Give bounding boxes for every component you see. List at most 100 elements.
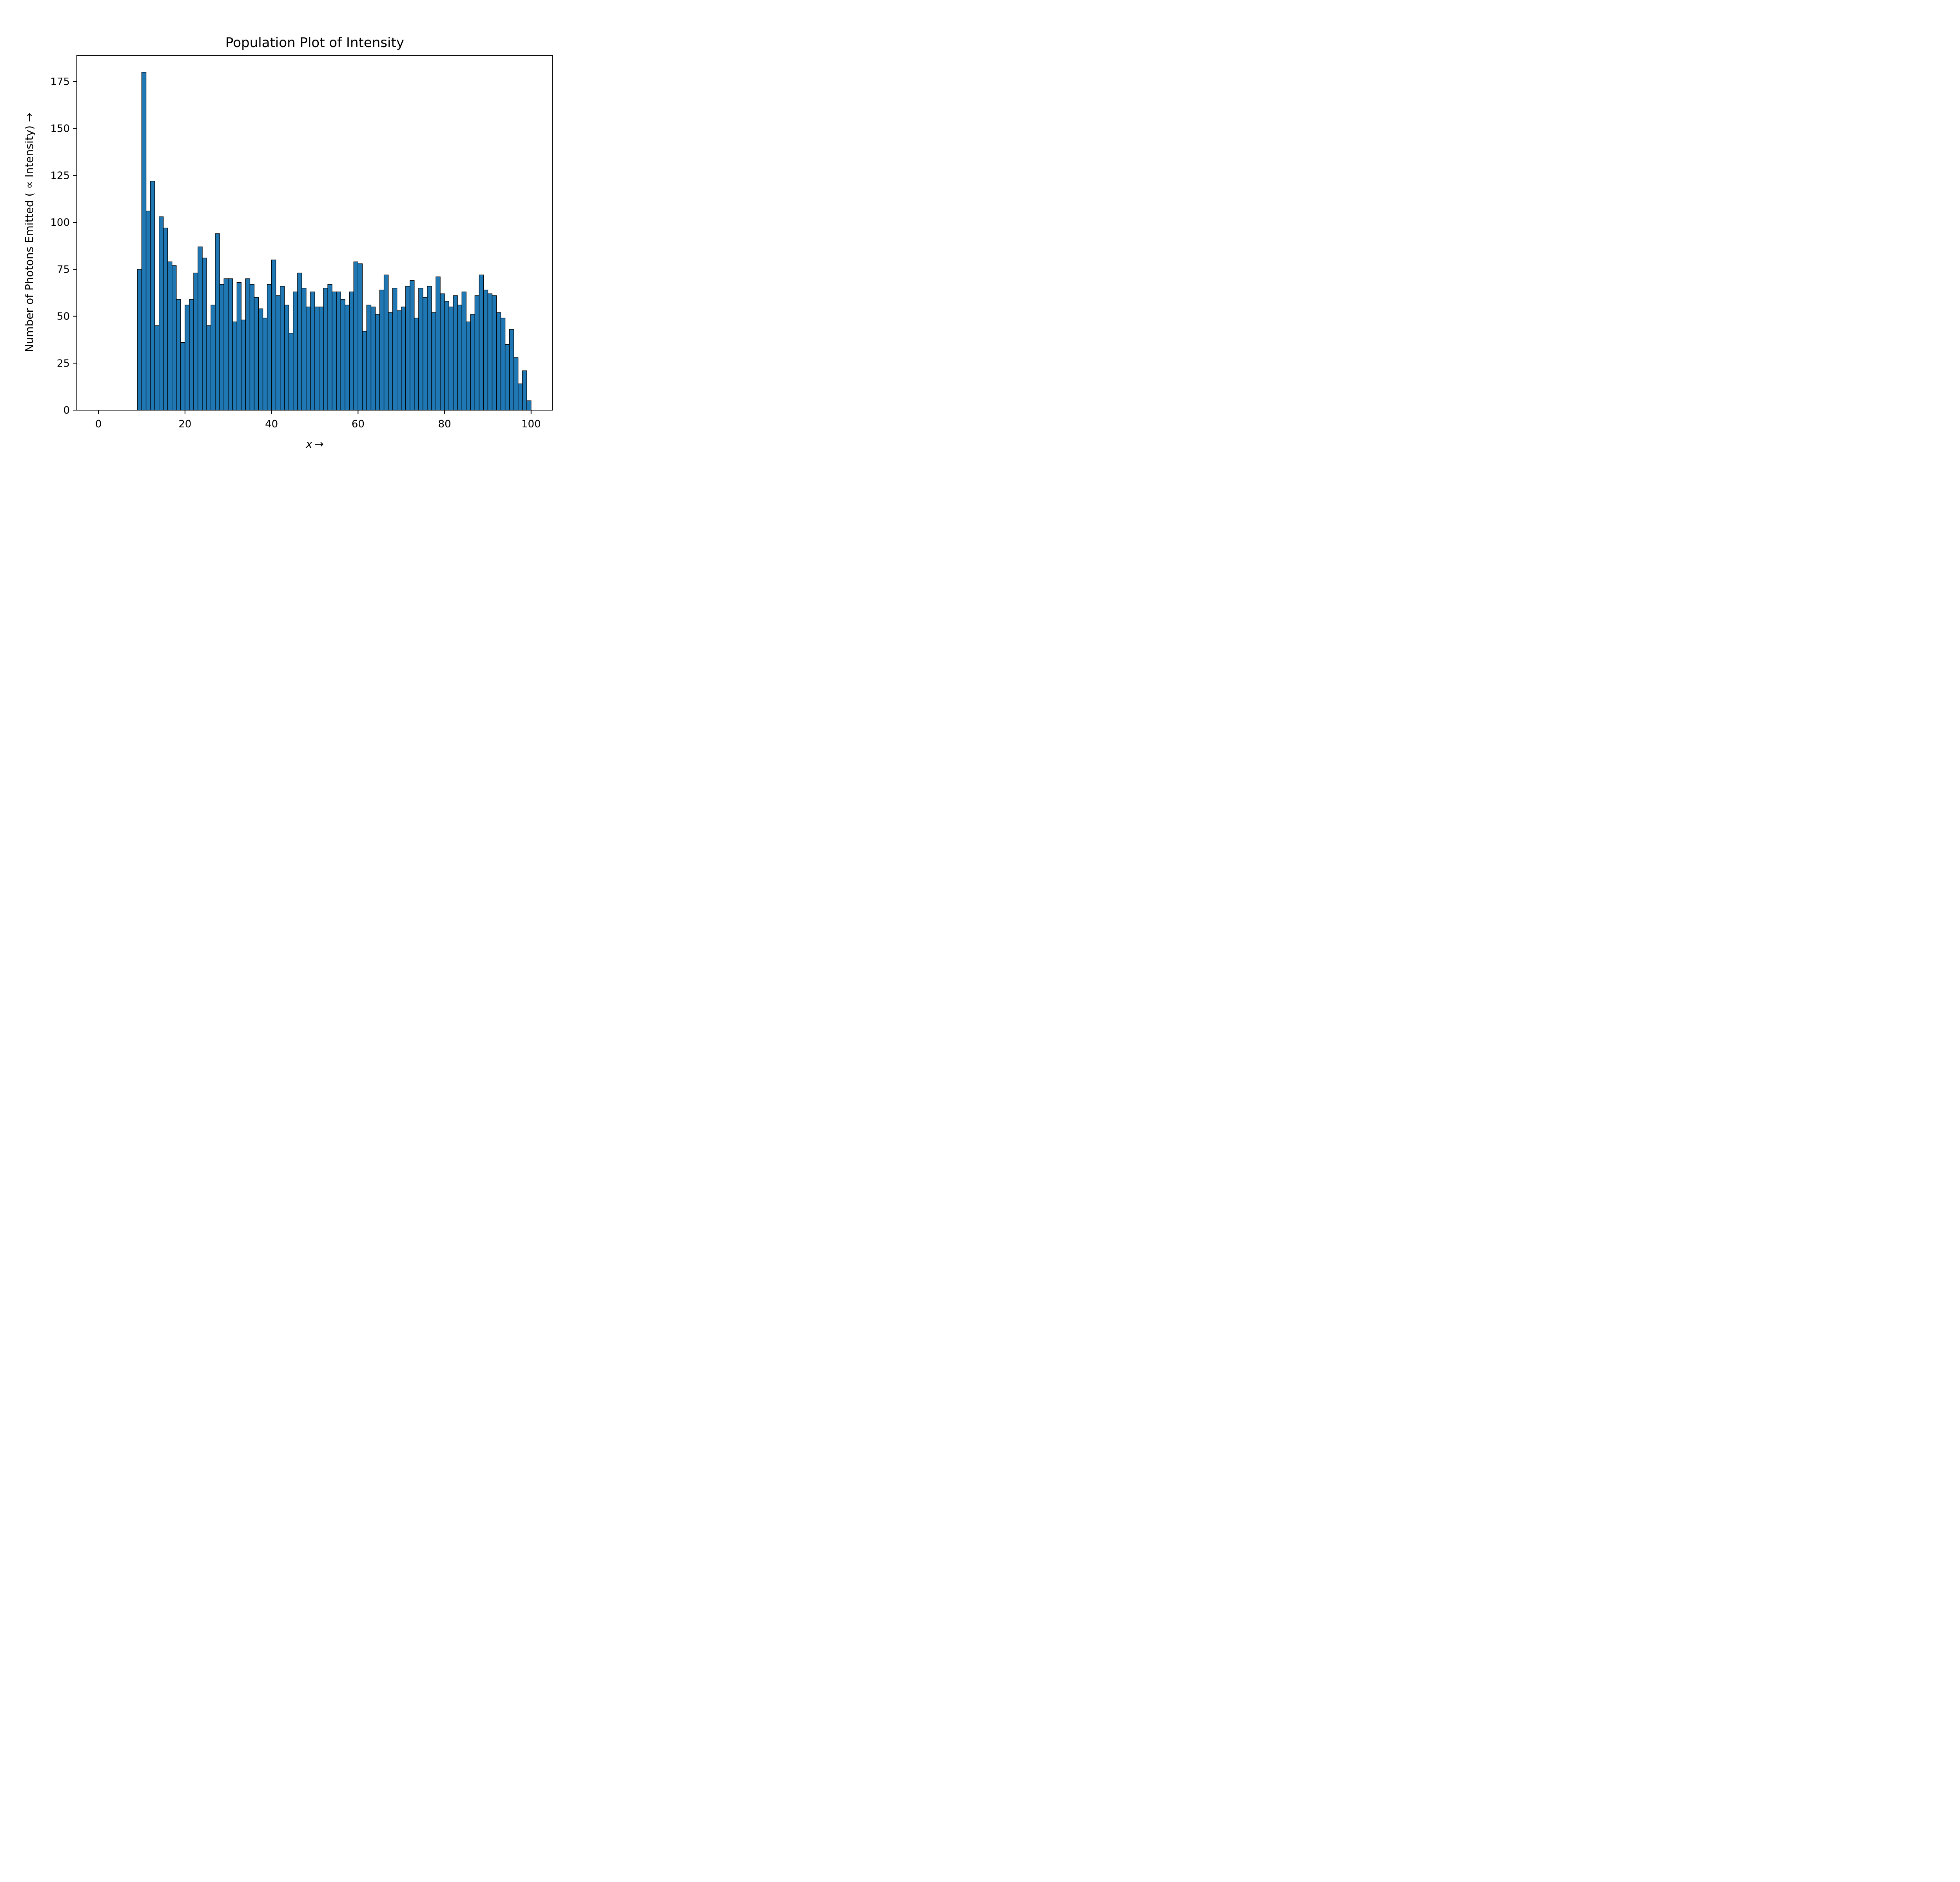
histogram-bar bbox=[414, 318, 419, 411]
histogram-bar bbox=[223, 278, 229, 411]
histogram-bar bbox=[431, 312, 436, 411]
histogram-bar bbox=[215, 233, 220, 411]
histogram-bar bbox=[479, 274, 484, 411]
histogram-bar bbox=[444, 301, 449, 411]
histogram-bar bbox=[470, 314, 475, 411]
histogram-bar bbox=[189, 299, 194, 411]
histogram-bar bbox=[323, 288, 328, 411]
histogram-bar bbox=[466, 322, 471, 411]
histogram-bar bbox=[353, 262, 359, 411]
histogram-bar bbox=[340, 299, 345, 411]
histogram-bar bbox=[254, 297, 259, 411]
histogram-bar bbox=[405, 286, 410, 411]
histogram-bar bbox=[332, 291, 337, 411]
histogram-bar bbox=[388, 312, 393, 411]
histogram-bar bbox=[427, 286, 432, 411]
histogram-bar bbox=[345, 305, 350, 411]
histogram-bar bbox=[180, 342, 185, 411]
histogram-bar bbox=[418, 288, 423, 411]
x-tick-label: 80 bbox=[438, 418, 451, 430]
histogram-bar bbox=[236, 282, 242, 411]
y-tick-label: 150 bbox=[50, 123, 70, 135]
histogram-bar bbox=[185, 305, 190, 411]
x-tick-label: 100 bbox=[521, 418, 541, 430]
histogram-bar bbox=[228, 278, 233, 411]
histogram-bar bbox=[241, 320, 246, 411]
histogram-bar bbox=[271, 260, 276, 411]
histogram-bar bbox=[522, 370, 527, 411]
x-axis-label: x → bbox=[305, 438, 324, 451]
histogram-bar bbox=[500, 318, 506, 411]
histogram-bar bbox=[362, 331, 367, 411]
histogram-bar bbox=[383, 274, 389, 411]
histogram-bar bbox=[172, 265, 177, 411]
histogram-bar bbox=[276, 295, 281, 411]
figure: Population Plot of Intensity 0 20 40 60 80 10… bbox=[0, 0, 606, 455]
histogram-bar bbox=[514, 357, 519, 411]
histogram-bar bbox=[336, 291, 341, 411]
histogram-bar bbox=[163, 227, 168, 411]
histogram-bar bbox=[289, 333, 294, 411]
y-tick-label: 175 bbox=[50, 76, 70, 88]
x-tick-label: 60 bbox=[352, 418, 365, 430]
histogram-bar bbox=[518, 383, 523, 411]
histogram-bar bbox=[202, 258, 207, 411]
histogram-bar bbox=[366, 305, 372, 411]
histogram-bar bbox=[310, 291, 315, 411]
x-tick-label: 40 bbox=[265, 418, 278, 430]
histogram-bar bbox=[211, 305, 216, 411]
y-tick-label: 100 bbox=[50, 217, 70, 229]
histogram-bar bbox=[370, 306, 376, 411]
plot-frame bbox=[76, 55, 553, 411]
histogram-bar bbox=[206, 325, 211, 411]
histogram-bar bbox=[219, 284, 224, 411]
histogram-bar bbox=[167, 262, 172, 411]
histogram-bar bbox=[453, 295, 458, 411]
histogram-bar bbox=[232, 322, 237, 411]
y-tick-label: 25 bbox=[57, 358, 70, 369]
histogram-bar bbox=[306, 306, 311, 411]
histogram-bar bbox=[496, 312, 501, 411]
histogram-bar bbox=[492, 295, 497, 411]
histogram-bar bbox=[145, 211, 151, 411]
histogram-bar bbox=[314, 306, 319, 411]
histogram-bar bbox=[457, 305, 462, 411]
histogram-bar bbox=[293, 291, 298, 411]
y-tick-label: 0 bbox=[63, 405, 70, 416]
chart-title: Population Plot of Intensity bbox=[225, 35, 404, 51]
histogram-bar bbox=[401, 306, 406, 411]
histogram-bar bbox=[245, 278, 250, 411]
histogram-bar bbox=[159, 216, 164, 411]
histogram-bar bbox=[280, 286, 285, 411]
histogram-bar bbox=[375, 314, 380, 411]
histogram-bar bbox=[461, 291, 466, 411]
histogram-bar bbox=[509, 329, 514, 411]
histogram-bar bbox=[440, 293, 445, 411]
histogram-bar bbox=[249, 284, 255, 411]
histogram-bar bbox=[483, 289, 488, 411]
x-tick-label: 0 bbox=[95, 418, 102, 430]
histogram-bar bbox=[358, 263, 363, 411]
histogram-bar bbox=[150, 181, 155, 411]
y-axis-label: Number of Photons Emitted ( ∝ Intensity)… bbox=[23, 113, 36, 352]
histogram-chart: Population Plot of Intensity 0 20 40 60 80 10… bbox=[0, 0, 606, 455]
histogram-bar bbox=[505, 344, 510, 411]
histogram-bar bbox=[423, 297, 428, 411]
histogram-bar bbox=[392, 288, 397, 411]
y-tick-label: 125 bbox=[50, 170, 70, 182]
histogram-bar bbox=[297, 272, 302, 411]
histogram-bar bbox=[397, 310, 402, 411]
histogram-bar bbox=[474, 295, 480, 411]
histogram-bar bbox=[137, 269, 142, 411]
histogram-bar bbox=[258, 308, 263, 411]
histogram-bar bbox=[262, 318, 268, 411]
histogram-bar bbox=[198, 246, 203, 411]
histogram-bar bbox=[448, 306, 454, 411]
histogram-bar bbox=[176, 299, 181, 411]
x-axis-ticks: 0 20 40 60 80 100 bbox=[95, 410, 541, 430]
y-axis-ticks: 0 25 50 75 100 125 150 175 bbox=[50, 76, 77, 416]
histogram-bar bbox=[193, 272, 198, 411]
y-tick-label: 75 bbox=[57, 264, 70, 276]
x-tick-label: 20 bbox=[178, 418, 191, 430]
histogram-bar bbox=[154, 325, 160, 411]
